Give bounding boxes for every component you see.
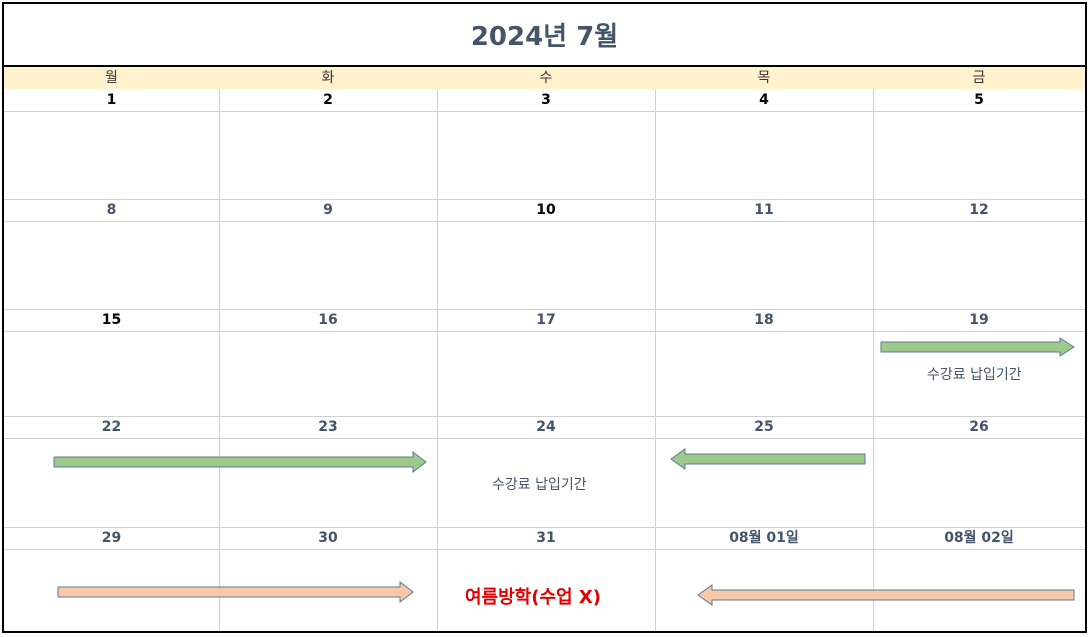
date-cell: 19 [969,312,989,328]
grid-hline [4,549,1085,550]
grid-hline [4,221,1085,222]
date-cell: 22 [101,419,122,435]
date-cell: 2 [323,92,333,108]
vacation-arrow-left [697,584,1075,606]
payment-period-arrow-right [880,337,1075,357]
weekday-fri: 금 [972,70,986,86]
date-cell: 30 [318,530,338,546]
vacation-note: 여름방학(수업 X) [465,587,601,608]
date-cell: 12 [969,202,989,218]
payment-period-arrow-left [670,448,866,470]
payment-period-note: 수강료 납입기간 [492,477,587,493]
grid-hline [4,331,1085,332]
grid-hline [4,416,1085,417]
grid-hline [4,438,1085,439]
payment-period-arrow-right [53,450,427,474]
grid-hline [4,309,1085,310]
calendar-title: 2024년 7월 [4,4,1085,67]
grid-vline [437,89,438,631]
date-cell: 11 [754,202,774,218]
date-cell: 5 [974,92,984,108]
date-cell: 08월 02일 [944,530,1014,546]
date-cell: 10 [536,202,556,218]
date-cell: 08월 01일 [729,530,799,546]
vacation-arrow-right [57,580,414,604]
date-cell: 16 [318,312,338,328]
weekday-thu: 목 [757,70,771,86]
date-cell: 25 [754,419,774,435]
date-cell: 4 [759,92,769,108]
weekday-header-row: 월 화 수 목 금 [4,67,1085,89]
grid-vline [655,89,656,631]
payment-period-note: 수강료 납입기간 [927,367,1022,383]
date-cell: 15 [101,312,122,328]
date-cell: 3 [541,92,551,108]
date-cell: 17 [536,312,556,328]
date-cell: 23 [318,419,338,435]
grid-hline [4,111,1085,112]
grid-hline [4,527,1085,528]
date-cell: 31 [536,530,556,546]
weekday-tue: 화 [321,70,335,86]
date-cell: 26 [969,419,989,435]
date-cell: 8 [106,202,117,218]
grid-vline [219,89,220,631]
grid-vline [873,89,874,631]
date-cell: 1 [106,92,117,108]
date-cell: 18 [754,312,774,328]
date-cell: 9 [323,202,333,218]
date-cell: 24 [536,419,556,435]
date-cell: 29 [101,530,122,546]
weekday-mon: 월 [105,70,118,86]
weekday-wed: 수 [539,70,553,86]
grid-hline [4,199,1085,200]
